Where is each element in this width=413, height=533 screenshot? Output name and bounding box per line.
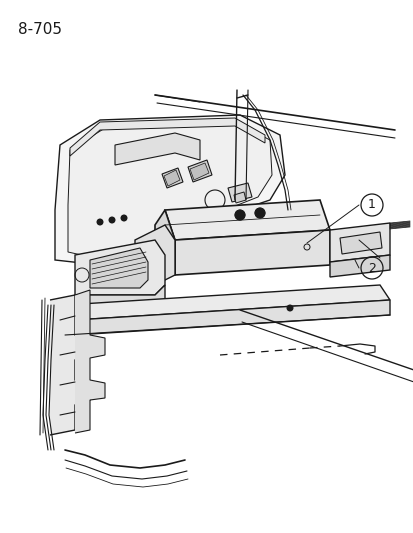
Polygon shape xyxy=(75,240,165,295)
Polygon shape xyxy=(329,255,389,277)
Polygon shape xyxy=(339,232,381,254)
Circle shape xyxy=(254,208,264,218)
Polygon shape xyxy=(115,133,199,165)
Polygon shape xyxy=(175,230,329,275)
Text: 2: 2 xyxy=(367,262,375,274)
Circle shape xyxy=(108,216,115,223)
Polygon shape xyxy=(135,225,175,280)
Polygon shape xyxy=(190,163,209,180)
Polygon shape xyxy=(70,118,264,156)
Circle shape xyxy=(286,304,293,311)
Polygon shape xyxy=(165,200,329,240)
Circle shape xyxy=(96,219,103,225)
Polygon shape xyxy=(65,285,389,320)
Polygon shape xyxy=(65,300,389,335)
Polygon shape xyxy=(75,285,165,315)
Polygon shape xyxy=(75,290,105,433)
Polygon shape xyxy=(329,223,389,262)
Polygon shape xyxy=(90,248,147,288)
Polygon shape xyxy=(68,122,271,258)
Polygon shape xyxy=(50,295,90,435)
Text: 8-705: 8-705 xyxy=(18,22,62,37)
Polygon shape xyxy=(55,115,284,265)
Polygon shape xyxy=(233,192,245,203)
Circle shape xyxy=(235,210,244,220)
Polygon shape xyxy=(188,160,211,182)
Polygon shape xyxy=(154,210,175,275)
Polygon shape xyxy=(164,170,180,186)
Circle shape xyxy=(120,214,127,222)
Polygon shape xyxy=(228,183,252,202)
Polygon shape xyxy=(161,168,183,188)
Text: 1: 1 xyxy=(367,198,375,212)
